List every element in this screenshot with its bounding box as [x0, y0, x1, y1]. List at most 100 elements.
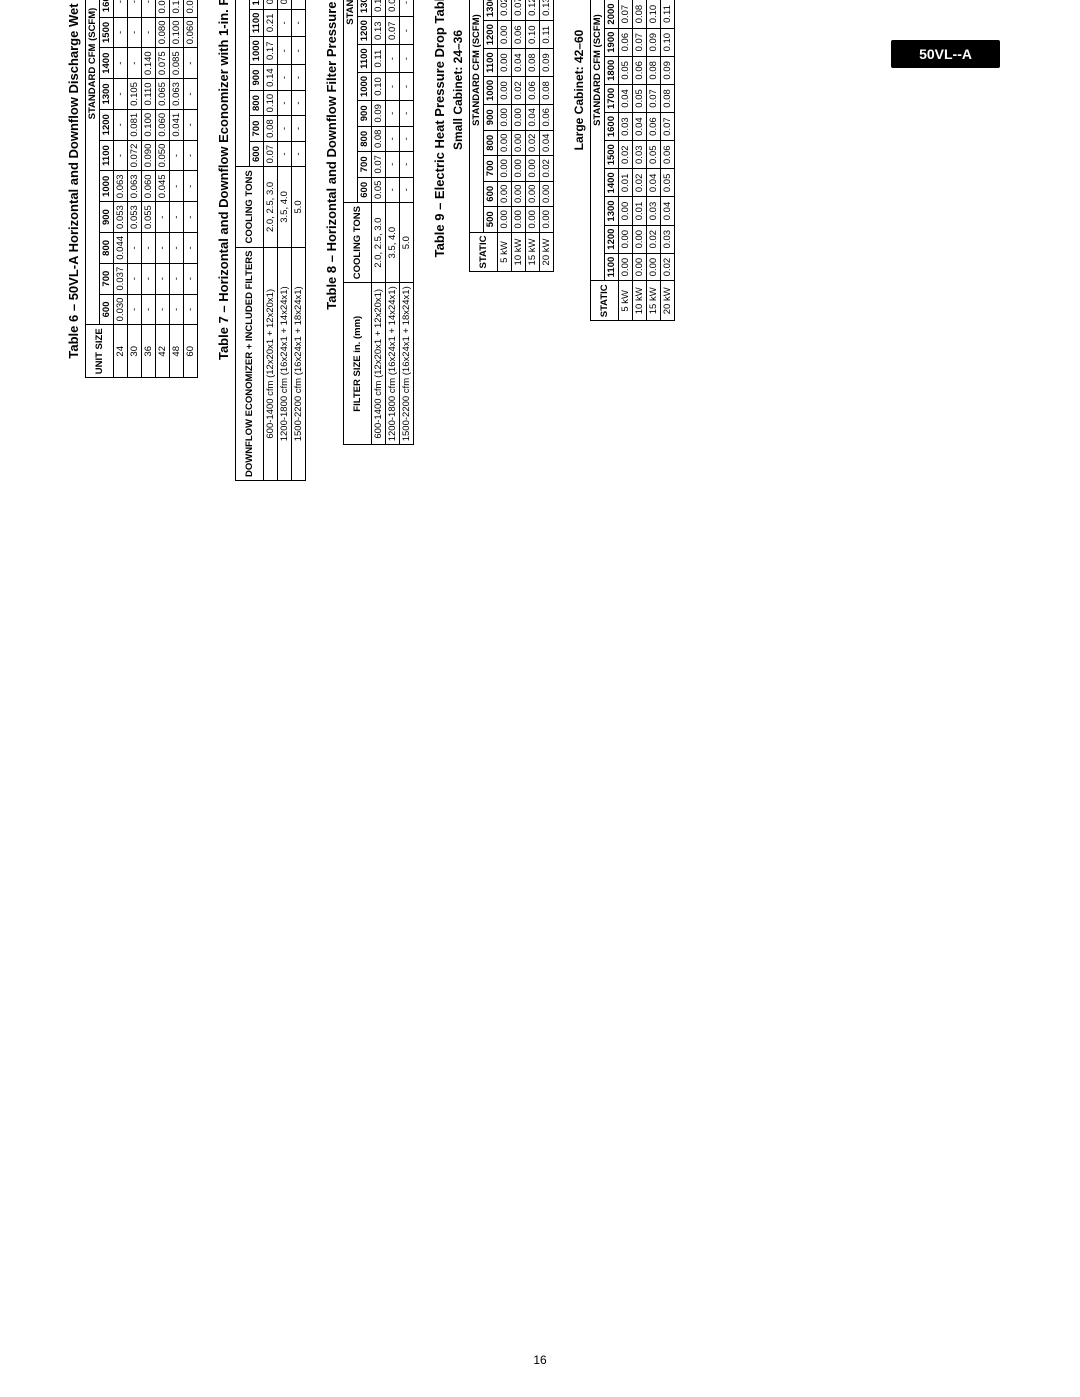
cell: - [142, 294, 156, 325]
cell: 600-1400 cfm (12x20x1 + 12x20x1) [372, 283, 386, 445]
header-cell: 1100 [605, 253, 619, 281]
cell: 0.09 [647, 28, 661, 56]
header-cell: 900 [484, 105, 498, 131]
cell: 1500-2200 cfm (16x24x1 + 18x24x1) [400, 283, 414, 445]
cell: - [128, 263, 142, 294]
cell: 0.063 [128, 171, 142, 202]
cell: - [292, 65, 306, 91]
table7-title: Table 7 – Horizontal and Downflow Econom… [216, 0, 231, 730]
table9-cabinets: Small Cabinet: 24–36STATICSTANDARD CFM (… [451, 0, 675, 730]
header-cell: 900 [358, 101, 372, 127]
cell: - [184, 263, 198, 294]
cell: 0.00 [512, 156, 526, 182]
cell: 0.06 [619, 28, 633, 56]
cell: 0.04 [647, 169, 661, 197]
cell: 0.10 [264, 90, 278, 116]
header-cell: 1900 [605, 28, 619, 56]
header-cell: STANDARD CFM (SCFM) [236, 0, 250, 167]
cell: 0.07 [619, 0, 633, 28]
cell: 0.00 [498, 130, 512, 156]
cell: 0.04 [512, 49, 526, 77]
cell: - [170, 232, 184, 263]
cell: 0.17 [264, 37, 278, 65]
cell: - [128, 0, 142, 17]
table6: UNIT SIZESTANDARD CFM (SCFM)600700800900… [85, 0, 198, 378]
cell: - [386, 177, 400, 203]
cell: 0.13 [372, 17, 386, 45]
cell: - [386, 45, 400, 73]
header-cell: STANDARD CFM (SCFM) [591, 0, 605, 281]
cell: - [386, 101, 400, 127]
cell: 0.13 [540, 0, 554, 21]
cell: - [278, 65, 292, 91]
cell: 0.02 [619, 141, 633, 169]
cell: 10 kW [512, 232, 526, 272]
header-cell: 900 [250, 65, 264, 91]
cell: 5 kW [498, 232, 512, 272]
header-cell: STANDARD CFM (SCFM) [344, 0, 358, 203]
cell: 0.06 [661, 141, 675, 169]
header-cell: STANDARD CFM (SCFM) [86, 0, 100, 325]
cell: 0.072 [128, 140, 142, 171]
cell: - [156, 263, 170, 294]
page-number: 16 [533, 1353, 546, 1367]
cell: 0.041 [170, 109, 184, 140]
header-cell: COOLING TONS [236, 167, 264, 247]
cell: 0.03 [647, 197, 661, 225]
header-cell: 1400 [605, 169, 619, 197]
table6-title: Table 6 – 50VL-A Horizontal and Downflow… [66, 0, 81, 730]
cell: 48 [170, 325, 184, 378]
cell: 0.00 [512, 181, 526, 207]
cell: 0.00 [498, 105, 512, 131]
cell: 0.01 [619, 169, 633, 197]
cell: 0.08 [540, 76, 554, 104]
cell: 0.105 [128, 79, 142, 110]
cell: 0.14 [264, 65, 278, 91]
cell: 0.03 [661, 225, 675, 253]
cell: - [292, 0, 306, 9]
table8-title: Table 8 – Horizontal and Downflow Filter… [324, 0, 339, 730]
cell: 0.100 [170, 17, 184, 48]
cabinet-title: Small Cabinet: 24–36 [451, 0, 465, 730]
header-cell: 900 [100, 202, 114, 233]
cell: 0.08 [264, 116, 278, 142]
cell: 0.090 [156, 0, 170, 17]
cell: - [400, 126, 414, 152]
cell: 0.07 [633, 28, 647, 56]
cell: - [292, 90, 306, 116]
cell: 30 [128, 325, 142, 378]
header-cell: 1100 [358, 45, 372, 73]
cell: - [114, 140, 128, 171]
cell: 0.11 [372, 45, 386, 73]
cell: 0.00 [512, 130, 526, 156]
header-cell: 700 [484, 156, 498, 182]
header-cell: 1200 [484, 21, 498, 49]
cell: - [114, 0, 128, 17]
cell: - [114, 48, 128, 79]
cell: 0.05 [647, 141, 661, 169]
header-cell: 800 [250, 90, 264, 116]
cell: 0.00 [633, 225, 647, 253]
cell: 0.063 [170, 79, 184, 110]
cell: - [156, 232, 170, 263]
cell: 0.12 [526, 0, 540, 21]
header-cell: 1300 [484, 0, 498, 21]
cell: 0.07 [661, 113, 675, 141]
cell: - [170, 171, 184, 202]
cell: 0.060 [184, 17, 198, 48]
cell: 0.11 [540, 21, 554, 49]
cell: - [184, 171, 198, 202]
cell: 0.065 [156, 79, 170, 110]
cell: 0.02 [512, 76, 526, 104]
cell: 0.00 [619, 225, 633, 253]
header-cell: 700 [250, 116, 264, 142]
cell: - [400, 72, 414, 100]
cell: 5.0 [292, 167, 306, 247]
header-cell: FILTER SIZE in. (mm) [344, 283, 372, 445]
cell: - [184, 79, 198, 110]
cell: 2.0, 2.5, 3.0 [264, 167, 278, 247]
cell: 0.06 [540, 105, 554, 131]
header-cell: 1300 [100, 79, 114, 110]
cell: - [142, 263, 156, 294]
rotated-content: Table 6 – 50VL-A Horizontal and Downflow… [60, 0, 693, 730]
